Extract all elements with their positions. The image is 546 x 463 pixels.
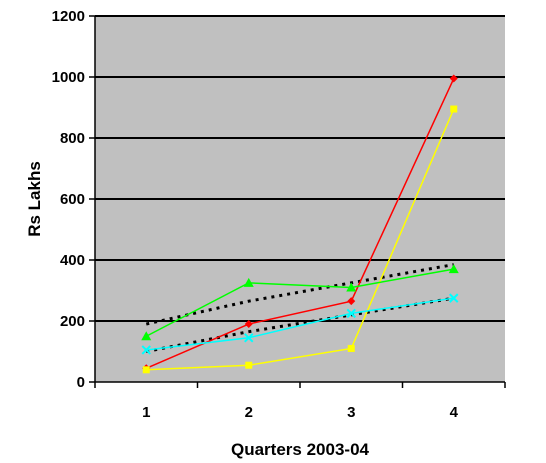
data-point-s1-3 bbox=[347, 297, 356, 306]
y-tick-label-1000: 1000 bbox=[52, 69, 85, 86]
x-tick-label-4: 4 bbox=[450, 404, 459, 421]
data-point-s3-3 bbox=[346, 282, 357, 292]
y-tick-label-400: 400 bbox=[60, 252, 85, 269]
data-point-s2-3 bbox=[347, 344, 355, 352]
y-tick-label-600: 600 bbox=[60, 191, 85, 208]
data-point-s2-4 bbox=[450, 105, 458, 113]
series-line-4 bbox=[146, 297, 454, 351]
data-point-s3-1 bbox=[141, 331, 152, 341]
x-tick-label-2: 2 bbox=[245, 404, 253, 421]
data-point-s1-4 bbox=[449, 74, 458, 83]
series-line-1 bbox=[145, 78, 455, 369]
data-point-s2-1 bbox=[142, 366, 150, 374]
data-point-s4-3 bbox=[346, 308, 356, 319]
data-point-s3-4 bbox=[448, 264, 459, 274]
y-tick-label-0: 0 bbox=[77, 374, 85, 391]
x-tick-label-1: 1 bbox=[142, 404, 150, 421]
data-point-s4-4 bbox=[449, 293, 459, 303]
x-tick-label-3: 3 bbox=[347, 404, 355, 421]
data-point-s1-2 bbox=[244, 320, 253, 329]
tick-labels: 0 200 400 600 800 1000 1200 1 2 3 4 bbox=[52, 8, 459, 421]
series-line-3 bbox=[145, 268, 454, 337]
axes bbox=[89, 15, 506, 388]
data-point-s4-2 bbox=[244, 333, 254, 343]
y-tick-label-800: 800 bbox=[60, 130, 85, 147]
y-tick-label-1200: 1200 bbox=[52, 8, 85, 25]
x-axis-title: Quarters 2003-04 bbox=[231, 440, 370, 459]
y-tick-label-200: 200 bbox=[60, 313, 85, 330]
y-axis-title: Rs Lakhs bbox=[25, 161, 44, 237]
data-point-s4-1 bbox=[141, 345, 151, 355]
data-point-s2-2 bbox=[245, 361, 253, 369]
series-lines bbox=[141, 74, 459, 374]
data-point-s3-2 bbox=[243, 277, 254, 287]
series-line-2 bbox=[146, 108, 455, 371]
